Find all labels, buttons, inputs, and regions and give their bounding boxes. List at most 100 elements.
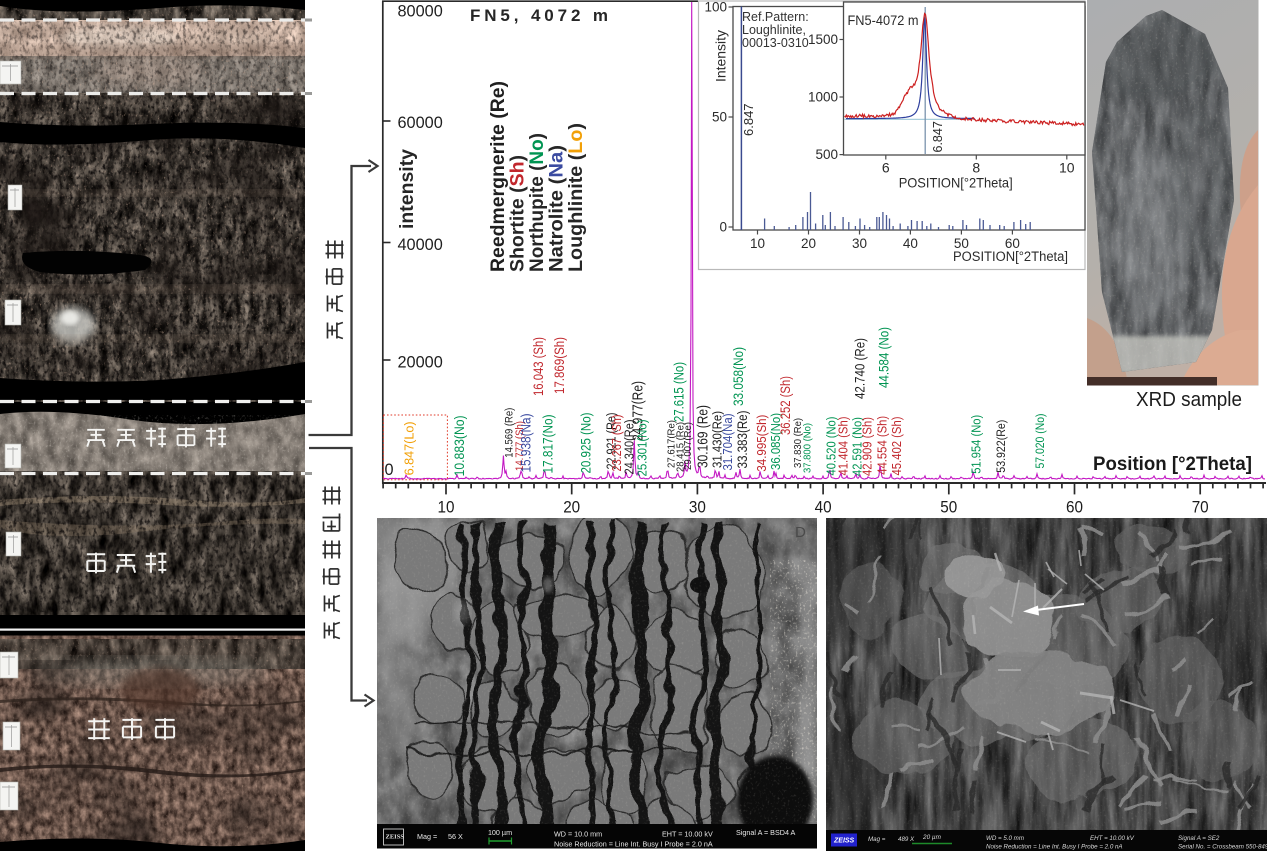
svg-text:EHT = 10.00 kV: EHT = 10.00 kV xyxy=(1090,835,1135,842)
svg-text:30: 30 xyxy=(689,498,706,517)
svg-text:41.404 (Sh): 41.404 (Sh) xyxy=(836,417,851,476)
svg-text:FN5-4072 m: FN5-4072 m xyxy=(848,12,919,28)
svg-text:31.704(Na): 31.704(Na) xyxy=(720,414,735,471)
svg-text:WD = 5.0 mm: WD = 5.0 mm xyxy=(986,835,1024,842)
svg-text:51.954 (No): 51.954 (No) xyxy=(968,415,983,474)
svg-text:44.584 (No): 44.584 (No) xyxy=(876,327,892,388)
svg-text:20: 20 xyxy=(801,236,816,251)
svg-text:56 X: 56 X xyxy=(448,832,463,841)
svg-text:14.569 (Re): 14.569 (Re) xyxy=(503,408,515,458)
svg-text:ZEISS: ZEISS xyxy=(386,834,405,841)
svg-text:30: 30 xyxy=(852,236,867,251)
svg-text:27.617(Re): 27.617(Re) xyxy=(665,420,677,468)
svg-text:60000: 60000 xyxy=(398,114,443,132)
svg-text:16.043 (Sh): 16.043 (Sh) xyxy=(530,337,546,396)
svg-text:17.817(No): 17.817(No) xyxy=(539,415,555,474)
svg-text:23.267 (Sh): 23.267 (Sh) xyxy=(609,415,624,472)
svg-text:50: 50 xyxy=(940,498,957,517)
svg-text:Signal A = BSD4 A: Signal A = BSD4 A xyxy=(736,828,796,837)
svg-text:Northupite (No): Northupite (No) xyxy=(526,133,548,272)
svg-text:Signal A = SE2: Signal A = SE2 xyxy=(1178,835,1220,842)
svg-text:40: 40 xyxy=(903,236,918,251)
svg-text:27.615 (No): 27.615 (No) xyxy=(670,362,686,422)
svg-text:57.020 (No): 57.020 (No) xyxy=(1033,414,1047,469)
svg-text:20000: 20000 xyxy=(398,353,443,371)
svg-text:100: 100 xyxy=(704,0,727,15)
svg-text:D: D xyxy=(795,524,806,541)
svg-text:14.777 (Sh): 14.777 (Sh) xyxy=(514,421,526,471)
svg-text:8: 8 xyxy=(972,160,980,176)
svg-text:Shortite (Sh): Shortite (Sh) xyxy=(507,155,529,272)
svg-text:500: 500 xyxy=(815,147,838,162)
svg-text:Mag =: Mag = xyxy=(417,832,437,841)
svg-text:42.909 (Sh): 42.909 (Sh) xyxy=(860,417,875,476)
svg-text:60: 60 xyxy=(1005,236,1020,251)
svg-text:Natrolite (Na): Natrolite (Na) xyxy=(546,145,568,272)
svg-text:10: 10 xyxy=(1059,160,1075,176)
svg-text:Noise Reduction = Line Int. Bu: Noise Reduction = Line Int. Busy I Probe… xyxy=(986,844,1123,851)
svg-text:10: 10 xyxy=(750,236,765,251)
svg-text:53.922(Re): 53.922(Re) xyxy=(994,420,1008,473)
svg-text:Serial No. = Crossbeam 550-849: Serial No. = Crossbeam 550-8494010214 xyxy=(1178,844,1269,851)
svg-text:FN5, 4072 m: FN5, 4072 m xyxy=(470,6,608,25)
svg-text:WD = 10.0 mm: WD = 10.0 mm xyxy=(554,830,602,839)
svg-text:70: 70 xyxy=(1192,498,1209,517)
svg-text:50: 50 xyxy=(954,236,969,251)
svg-text:42.740 (Re): 42.740 (Re) xyxy=(852,338,868,399)
svg-text:24.977(Re): 24.977(Re) xyxy=(630,381,646,441)
svg-text:40.520 (No): 40.520 (No) xyxy=(824,417,839,476)
svg-text:37.830 (Re): 37.830 (Re) xyxy=(792,418,804,468)
svg-text:28.415 (Re): 28.415 (Re) xyxy=(675,422,687,472)
svg-text:6: 6 xyxy=(882,160,890,176)
svg-text:1500: 1500 xyxy=(808,32,838,47)
svg-text:31.430(Re): 31.430(Re) xyxy=(709,411,724,468)
svg-text:60: 60 xyxy=(1066,498,1083,517)
svg-text:POSITION[°2Theta]: POSITION[°2Theta] xyxy=(953,249,1068,264)
svg-text:80000: 80000 xyxy=(398,3,443,21)
svg-text:40: 40 xyxy=(815,498,832,517)
svg-text:Reedmergnerite (Re): Reedmergnerite (Re) xyxy=(487,81,509,272)
svg-text:20 µm: 20 µm xyxy=(922,834,942,841)
svg-text:Noise Reduction = Line Int. Bu: Noise Reduction = Line Int. Busy I Probe… xyxy=(554,840,713,849)
svg-text:6.847(Lo): 6.847(Lo) xyxy=(401,421,416,475)
svg-text:36.085(No): 36.085(No) xyxy=(768,413,783,470)
svg-text:10.883(No): 10.883(No) xyxy=(451,415,467,476)
svg-text:Loughlinite,: Loughlinite, xyxy=(742,23,806,37)
svg-text:20.925 (No): 20.925 (No) xyxy=(577,413,593,474)
svg-text:45.402 (Sh): 45.402 (Sh) xyxy=(889,417,904,476)
svg-text:22.921 (Re): 22.921 (Re) xyxy=(603,413,618,470)
svg-text:29.007(Re): 29.007(Re) xyxy=(682,422,694,470)
svg-text:1000: 1000 xyxy=(808,90,838,105)
svg-text:50: 50 xyxy=(712,110,727,125)
svg-text:30.169 (Re): 30.169 (Re) xyxy=(695,405,712,468)
svg-text:20: 20 xyxy=(563,498,580,517)
svg-text:40000: 40000 xyxy=(398,236,443,254)
svg-text:33.383(Re): 33.383(Re) xyxy=(735,411,750,469)
svg-text:EHT = 10.00 kV: EHT = 10.00 kV xyxy=(662,830,713,839)
svg-text:25.301(No): 25.301(No) xyxy=(634,420,649,477)
svg-text:Loughlinite (Lo): Loughlinite (Lo) xyxy=(565,123,587,272)
svg-text:489 X: 489 X xyxy=(898,836,915,843)
svg-text:intensity: intensity xyxy=(397,149,418,229)
svg-text:36.252 (Sh): 36.252 (Sh) xyxy=(778,376,793,435)
svg-text:15.938(Na): 15.938(Na) xyxy=(518,414,534,473)
svg-text:10: 10 xyxy=(438,498,455,517)
svg-text:6.847: 6.847 xyxy=(741,103,756,136)
svg-text:Intensity: Intensity xyxy=(714,30,729,82)
svg-text:24.340(Re): 24.340(Re) xyxy=(621,420,636,475)
svg-text:ZEISS: ZEISS xyxy=(833,838,855,845)
svg-text:0: 0 xyxy=(719,220,727,235)
svg-text:44.554 (Sh): 44.554 (Sh) xyxy=(874,416,889,475)
svg-text:34.995(Sh): 34.995(Sh) xyxy=(754,415,769,472)
svg-text:Ref.Pattern:: Ref.Pattern: xyxy=(742,10,809,24)
svg-text:100 µm: 100 µm xyxy=(488,828,512,837)
svg-text:POSITION[°2Theta]: POSITION[°2Theta] xyxy=(899,175,1013,191)
svg-text:33.058(No): 33.058(No) xyxy=(730,347,746,406)
svg-text:00013-0310: 00013-0310 xyxy=(742,36,809,50)
svg-text:0: 0 xyxy=(385,461,394,479)
svg-text:Position [°2Theta]: Position [°2Theta] xyxy=(1093,453,1252,475)
svg-text:17.869(Sh): 17.869(Sh) xyxy=(551,337,567,394)
svg-text:42.591 (No): 42.591 (No) xyxy=(850,417,865,476)
svg-text:37.800 (No): 37.800 (No) xyxy=(801,423,813,473)
svg-text:XRD sample: XRD sample xyxy=(1136,388,1242,411)
